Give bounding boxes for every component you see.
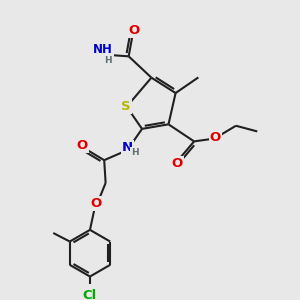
Text: O: O [90,197,101,210]
Text: O: O [76,140,88,152]
Text: N: N [122,141,134,154]
Text: Cl: Cl [83,289,97,300]
Text: O: O [129,24,140,37]
Text: O: O [171,157,183,170]
Text: H: H [104,56,112,65]
Text: S: S [121,100,131,113]
Text: O: O [209,131,221,145]
Text: H: H [131,148,139,157]
Text: NH: NH [93,43,113,56]
